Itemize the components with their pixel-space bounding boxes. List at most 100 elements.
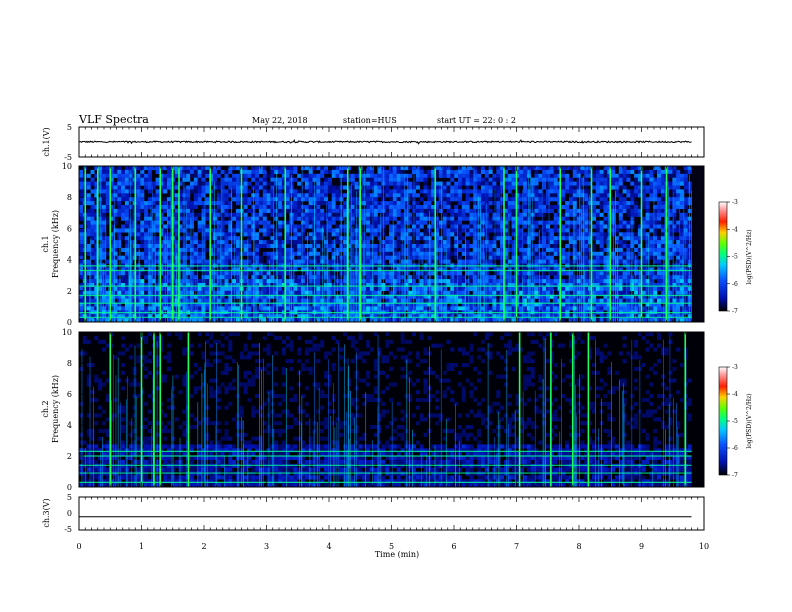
ch1-spec-noise-cell xyxy=(565,232,570,237)
ch1-spec-noise-cell xyxy=(90,251,95,256)
ch1-spec-noise-cell xyxy=(86,247,91,252)
ch1-spec-noise-cell xyxy=(113,240,118,245)
ch1-spec-noise-cell xyxy=(324,189,328,194)
ch1-spec-noise-cell xyxy=(523,247,528,252)
ch1-spec-noise-cell xyxy=(377,220,382,225)
ch1-spec-noise-cell xyxy=(147,283,152,288)
ch1-spec-noise-cell xyxy=(496,247,501,252)
ch1-spec-noise-cell xyxy=(140,286,145,291)
ch1-spec-noise-cell xyxy=(392,232,397,237)
ch1-spec-noise-cell xyxy=(458,208,462,213)
ch1-spec-noise-cell xyxy=(209,205,214,210)
ch1-spec-noise-cell xyxy=(159,220,164,225)
ch1-spec-noise-cell xyxy=(423,247,428,252)
ch1-spec-noise-cell xyxy=(454,232,459,237)
ch1-spec-noise-cell xyxy=(595,228,600,233)
ch1-spec-noise-cell xyxy=(580,197,585,202)
ch1-spec-noise-cell xyxy=(534,302,539,307)
ch1-spec-noise-cell xyxy=(216,247,221,252)
ch1-spec-noise-cell xyxy=(458,259,462,264)
ch1-spec-noise-cell xyxy=(392,290,397,295)
ch1-spec-noise-cell xyxy=(511,197,516,202)
ch1-spec-noise-cell xyxy=(331,267,336,272)
ch1-spec-noise-cell xyxy=(213,166,217,171)
ch1-spec-noise-cell xyxy=(201,236,206,241)
ch1-spec-noise-cell xyxy=(79,224,83,229)
ch1-spec-noise-cell xyxy=(102,236,106,241)
ch1-spec-noise-cell xyxy=(213,283,217,288)
ch1-spec-noise-cell xyxy=(213,279,217,284)
ch1-spec-noise-cell xyxy=(147,224,152,229)
ch1-spec-noise-cell xyxy=(400,224,405,229)
ch1-spec-noise-cell xyxy=(477,247,482,252)
ch1-spec-noise-cell xyxy=(274,259,279,264)
ch1-spec-noise-cell xyxy=(320,201,325,206)
ch1-spec-noise-cell xyxy=(216,228,221,233)
ch1-spec-noise-cell xyxy=(461,216,466,221)
ch1-spec-noise-cell xyxy=(377,232,382,237)
ch1-spec-noise-cell xyxy=(140,205,145,210)
ch1-spec-noise-cell xyxy=(186,318,191,323)
ch1-spec-noise-cell xyxy=(515,259,520,264)
ch1-spec-noise-cell xyxy=(98,177,103,182)
ch1-spec-noise-cell xyxy=(327,216,332,221)
ch1-spec-noise-cell xyxy=(144,259,149,264)
ch1-spec-noise-cell xyxy=(124,181,129,186)
ch1-spec-noise-cell xyxy=(285,240,290,245)
ch1-spec-noise-cell xyxy=(572,251,577,256)
ch1-spec-noise-cell xyxy=(281,220,286,225)
ch1-spec-noise-cell xyxy=(278,271,283,276)
ch1-spec-noise-cell xyxy=(477,255,482,260)
ch1-spec-noise-cell xyxy=(500,216,505,221)
ch1-spec-noise-cell xyxy=(102,224,106,229)
ch1-spec-noise-cell xyxy=(327,201,332,206)
ch1-spec-noise-cell xyxy=(159,216,164,221)
ch1-spec-noise-cell xyxy=(274,283,279,288)
ch1-spec-noise-cell xyxy=(519,271,524,276)
ch1-spec-noise-cell xyxy=(500,208,505,213)
ch1-spec-noise-cell xyxy=(278,251,283,256)
ch1-spec-noise-cell xyxy=(484,236,489,241)
ch1-spec-noise-cell xyxy=(538,228,543,233)
ch1-spec-noise-cell xyxy=(442,212,447,217)
ch1-spec-noise-cell xyxy=(197,220,202,225)
ch1-spec-noise-cell xyxy=(599,283,604,288)
ch1-spec-noise-cell xyxy=(339,205,344,210)
ch1-spec-noise-cell xyxy=(538,189,543,194)
ch1-spec-noise-cell xyxy=(458,283,462,288)
ch1-spec-noise-cell xyxy=(124,259,129,264)
ch1-spec-noise-cell xyxy=(408,212,413,217)
start-time-label: start UT = 22: 0 : 2 xyxy=(437,116,516,125)
ch1-spec-noise-cell xyxy=(278,181,283,186)
ch1-spec-noise-cell xyxy=(247,314,252,319)
ch1-spec-noise-cell xyxy=(236,302,240,307)
ch1-spec-noise-cell xyxy=(213,212,217,217)
ch1-spec-noise-cell xyxy=(86,283,91,288)
ch1-spec-noise-cell xyxy=(500,201,505,206)
ch1-spec-noise-cell xyxy=(278,212,283,217)
ch1-spec-noise-cell xyxy=(79,318,83,323)
ch1-spec-noise-cell xyxy=(415,302,420,307)
ch1-spec-noise-cell xyxy=(454,185,459,190)
ch1-spec-noise-cell xyxy=(385,306,390,311)
ch1-spec-noise-cell xyxy=(98,294,103,299)
ch1-spec-noise-cell xyxy=(458,255,462,260)
ch1-spec-noise-cell xyxy=(500,251,505,256)
ch1-spec-noise-cell xyxy=(117,318,122,323)
ch1-spec-noise-cell xyxy=(389,302,394,307)
ch1-spec-noise-cell xyxy=(86,201,91,206)
ch1-spec-noise-cell xyxy=(193,212,198,217)
ch1-spec-noise-cell xyxy=(412,166,416,171)
ch1-spec-noise-cell xyxy=(79,267,83,272)
ch1-spec-noise-cell xyxy=(389,251,394,256)
ch1-spec-noise-cell xyxy=(121,306,126,311)
ch1-spec-noise-cell xyxy=(569,279,573,284)
ch1-spec-noise-cell xyxy=(431,208,436,213)
ch1-spec-noise-cell xyxy=(109,181,114,186)
ch1-spec-noise-cell xyxy=(293,201,298,206)
ch1-spec-noise-cell xyxy=(500,247,505,252)
ch1-spec-noise-cell xyxy=(469,169,474,174)
ch1-spec-noise-cell xyxy=(347,177,351,182)
ch1-spec-noise-cell xyxy=(197,318,202,323)
ch1-spec-noise-cell xyxy=(197,244,202,249)
